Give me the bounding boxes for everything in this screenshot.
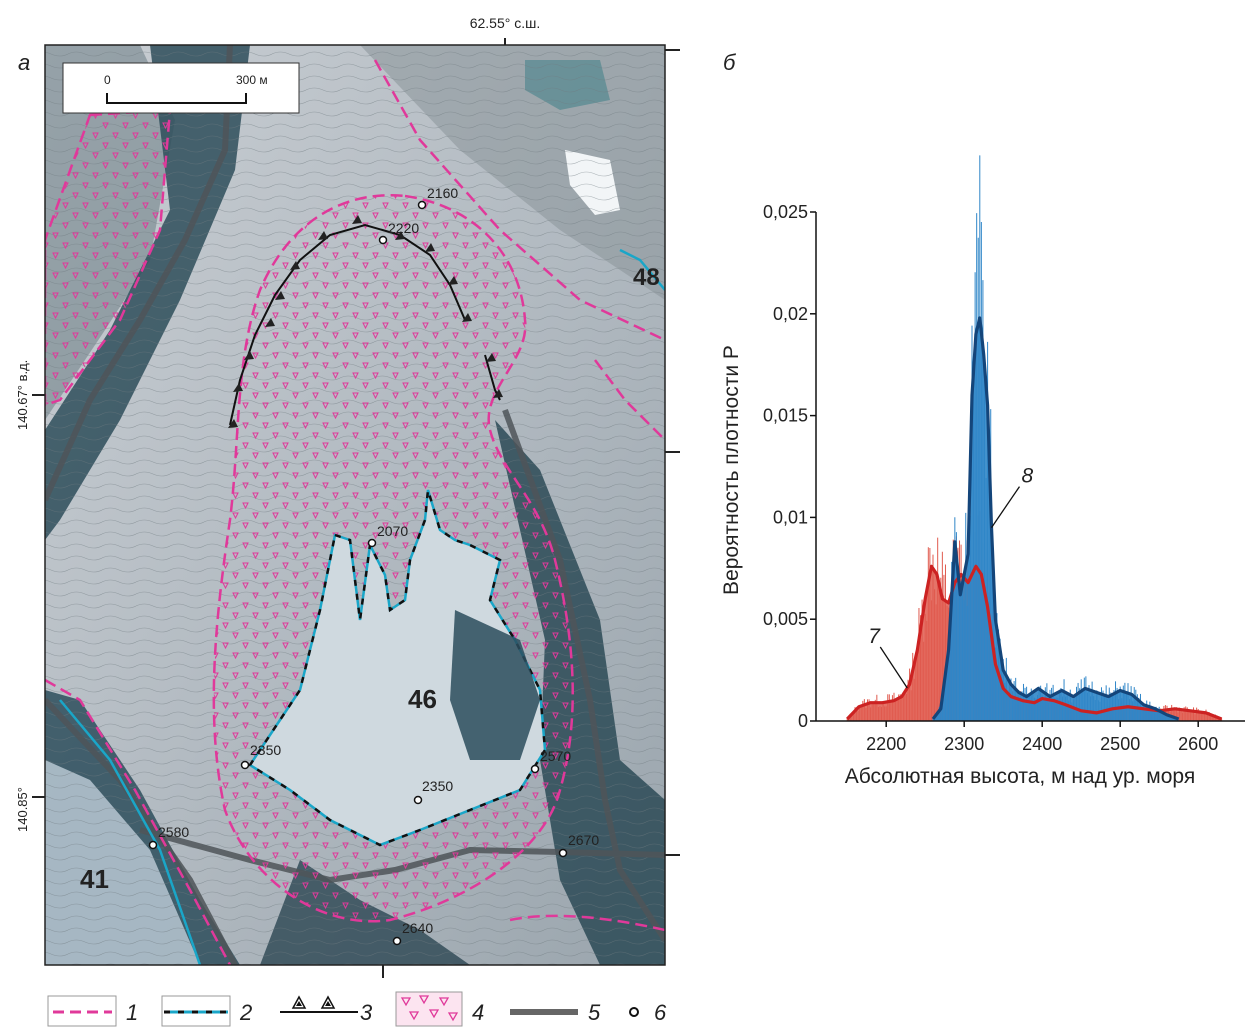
point-2580: 2580: [148, 824, 189, 850]
point-2350-center: 2350: [413, 778, 453, 805]
point-2670: 2670: [558, 832, 599, 858]
y-tick-label: 0,015: [763, 406, 808, 426]
svg-text:4: 4: [472, 1000, 484, 1025]
top-coordinate-label: 62.55° с.ш.: [470, 15, 541, 31]
scale-end: 300 м: [236, 73, 268, 87]
point-2070: 2070: [367, 523, 408, 548]
elevation-points: 2160 2220 2070 2350 2350 2570 2580 2670 …: [148, 185, 599, 946]
point-2220: 2220: [378, 220, 419, 245]
svg-text:2350: 2350: [250, 742, 281, 758]
callout-7-label: 7: [868, 625, 881, 648]
svg-text:3: 3: [360, 1000, 373, 1025]
legend-item-6: 6: [629, 1000, 667, 1025]
series-7-line: [846, 564, 1223, 721]
y-tick-label: 0: [798, 711, 808, 731]
map-image: [45, 45, 665, 965]
map-panel: а 62.55° с.ш. 140.67° в.д. 140.85°: [15, 15, 680, 978]
glacier-number-48: 48: [633, 264, 660, 291]
y-tick-label: 0,01: [773, 507, 808, 527]
legend-item-2: 2: [161, 995, 252, 1027]
x-tick-label: 2500: [1100, 734, 1140, 754]
x-axis-label: Абсолютная высота, м над ур. моря: [845, 765, 1196, 788]
pink-triangle-pattern-icon: [395, 991, 463, 1027]
open-circle-point-icon: [629, 1007, 639, 1017]
svg-text:2160: 2160: [427, 185, 458, 201]
map-frame: [44, 44, 666, 966]
point-2570: 2570: [530, 748, 571, 774]
svg-text:2580: 2580: [158, 824, 189, 840]
density-lines: 78: [846, 316, 1223, 721]
callout-8-label: 8: [1022, 465, 1034, 488]
svg-text:6: 6: [654, 1000, 667, 1025]
glacier-number-46: 46: [408, 684, 437, 714]
x-tick-label: 2600: [1178, 734, 1218, 754]
left-coordinate-upper: 140.67° в.д.: [15, 360, 30, 430]
chart-axes: 0 0,005 0,01 0,015 0,02 0,025 2200 2300 2400 2500…: [763, 202, 1245, 754]
svg-text:2640: 2640: [402, 920, 433, 936]
svg-text:2: 2: [239, 1000, 252, 1025]
legend-item-5: 5: [510, 1000, 601, 1025]
series-8-bins: [932, 155, 1179, 721]
x-tick-label: 2300: [944, 734, 984, 754]
point-2160: 2160: [417, 185, 458, 210]
callout-8-leader: [990, 486, 1021, 528]
y-tick-label: 0,02: [773, 304, 808, 324]
histogram-bars: [846, 155, 1223, 721]
scarp-triangles: [228, 215, 503, 428]
callout-7-leader: [879, 646, 908, 689]
scale-zero: 0: [104, 73, 111, 87]
svg-text:2070: 2070: [377, 523, 408, 539]
svg-text:2220: 2220: [388, 220, 419, 236]
svg-text:5: 5: [588, 1000, 601, 1025]
left-coordinate-lower: 140.85°: [15, 787, 30, 832]
point-2350-left: 2350: [240, 742, 281, 770]
y-tick-label: 0,025: [763, 202, 808, 222]
svg-text:2570: 2570: [540, 748, 571, 764]
y-axis-label: Вероятность плотности Р: [720, 345, 743, 595]
map-frame-ticks: [32, 38, 680, 978]
svg-text:2350: 2350: [422, 778, 453, 794]
svg-text:1: 1: [126, 1000, 138, 1025]
y-tick-label: 0,005: [763, 609, 808, 629]
legend-item-1: 1: [47, 995, 138, 1027]
x-tick-label: 2400: [1022, 734, 1062, 754]
x-tick-label: 2200: [866, 734, 906, 754]
legend-item-4: 4: [395, 991, 484, 1027]
glacier-number-41: 41: [80, 864, 109, 894]
point-2640: 2640: [392, 920, 433, 946]
legend-item-3: 3: [280, 995, 373, 1025]
svg-text:2670: 2670: [568, 832, 599, 848]
panel-label-b: б: [723, 50, 737, 75]
series-8-line: [931, 316, 1180, 721]
legend: 1 2 3 4 5 6: [47, 991, 667, 1027]
panel-label-a: а: [18, 50, 30, 75]
scale-bar: 0 300 м: [62, 62, 300, 114]
